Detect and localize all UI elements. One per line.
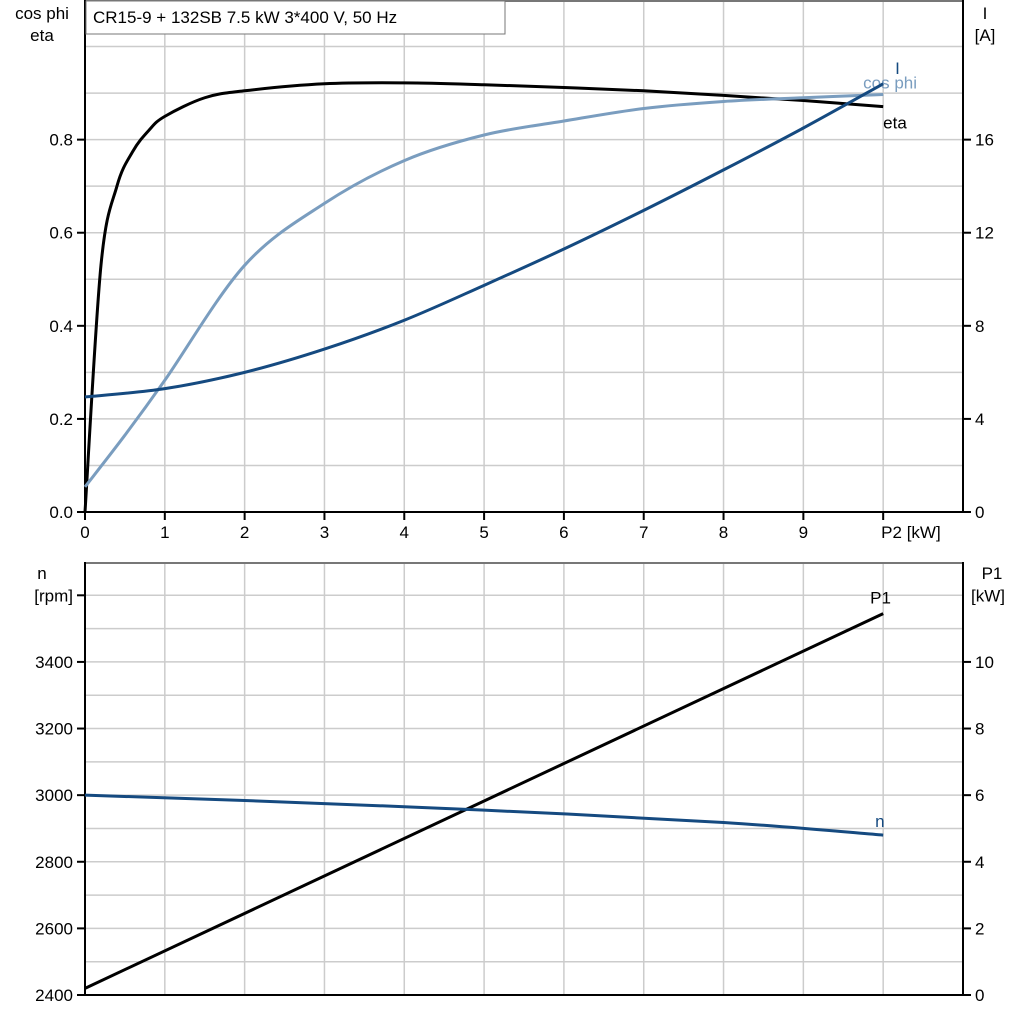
series-label-eta: eta xyxy=(883,114,907,133)
y-right-tick-label: 6 xyxy=(975,786,984,805)
y-left-label: eta xyxy=(30,26,54,45)
y-right-tick-label: 10 xyxy=(975,653,994,672)
y-right-label: P1 xyxy=(982,564,1003,583)
y-left-tick-label: 3400 xyxy=(35,653,73,672)
y-right-label: [kW] xyxy=(971,586,1005,605)
y-left-tick-label: 2400 xyxy=(35,986,73,1005)
x-tick-label: 8 xyxy=(719,523,728,542)
x-tick-label: 1 xyxy=(160,523,169,542)
x-tick-label: 4 xyxy=(400,523,409,542)
y-right-label: [A] xyxy=(975,26,996,45)
chart-panel-2: 2400 2600 2800 3000 3200 3400 0 2 4 6 8 10 n [rpm] P1 [… xyxy=(34,562,1005,1005)
x-tick-label: 3 xyxy=(320,523,329,542)
series-line-cos-phi xyxy=(83,92,884,488)
series-label-n: n xyxy=(875,812,884,831)
y-right-label: I xyxy=(983,4,988,23)
x-tick-label: 5 xyxy=(479,523,488,542)
y-left-tick-label: 3200 xyxy=(35,720,73,739)
y-left-tick-label: 3000 xyxy=(35,786,73,805)
x-tick-label: 2 xyxy=(240,523,249,542)
y-right-tick-label: 4 xyxy=(975,410,984,429)
y-right-tick-label: 0 xyxy=(975,986,984,1005)
series-label-p1: P1 xyxy=(870,589,891,608)
y-left-tick-label: 0.0 xyxy=(49,503,73,522)
y-right-tick-label: 8 xyxy=(975,720,984,739)
x-axis-label: P2 [kW] xyxy=(881,523,941,542)
x-tick-label: 9 xyxy=(799,523,808,542)
y-left-label: cos phi xyxy=(15,4,69,23)
series-line-p1 xyxy=(84,612,884,990)
series-line-eta xyxy=(83,81,884,513)
title-box xyxy=(85,0,506,35)
x-tick-label: 7 xyxy=(639,523,648,542)
y-left-tick-label: 0.2 xyxy=(49,410,73,429)
x-tick-label: 0 xyxy=(80,523,89,542)
y-left-tick-label: 2800 xyxy=(35,853,73,872)
y-left-label: n xyxy=(37,564,46,583)
y-left-tick-label: 0.8 xyxy=(49,131,73,150)
y-left-tick-label: 0.4 xyxy=(49,317,73,336)
y-right-tick-label: 8 xyxy=(975,317,984,336)
x-tick-label: 6 xyxy=(559,523,568,542)
y-left-tick-label: 0.6 xyxy=(49,224,73,243)
y-right-tick-label: 0 xyxy=(975,503,984,522)
y-right-tick-label: 16 xyxy=(975,131,994,150)
series-label-i: I xyxy=(895,59,900,78)
chart-title: CR15-9 + 132SB 7.5 kW 3*400 V, 50 Hz xyxy=(93,8,397,27)
y-left-label: [rpm] xyxy=(34,586,73,605)
series-line-i xyxy=(84,82,884,399)
y-left-tick-label: 2600 xyxy=(35,919,73,938)
y-right-tick-label: 2 xyxy=(975,919,984,938)
y-right-tick-label: 12 xyxy=(975,224,994,243)
y-right-tick-label: 4 xyxy=(975,853,984,872)
series-line-n xyxy=(84,793,884,837)
